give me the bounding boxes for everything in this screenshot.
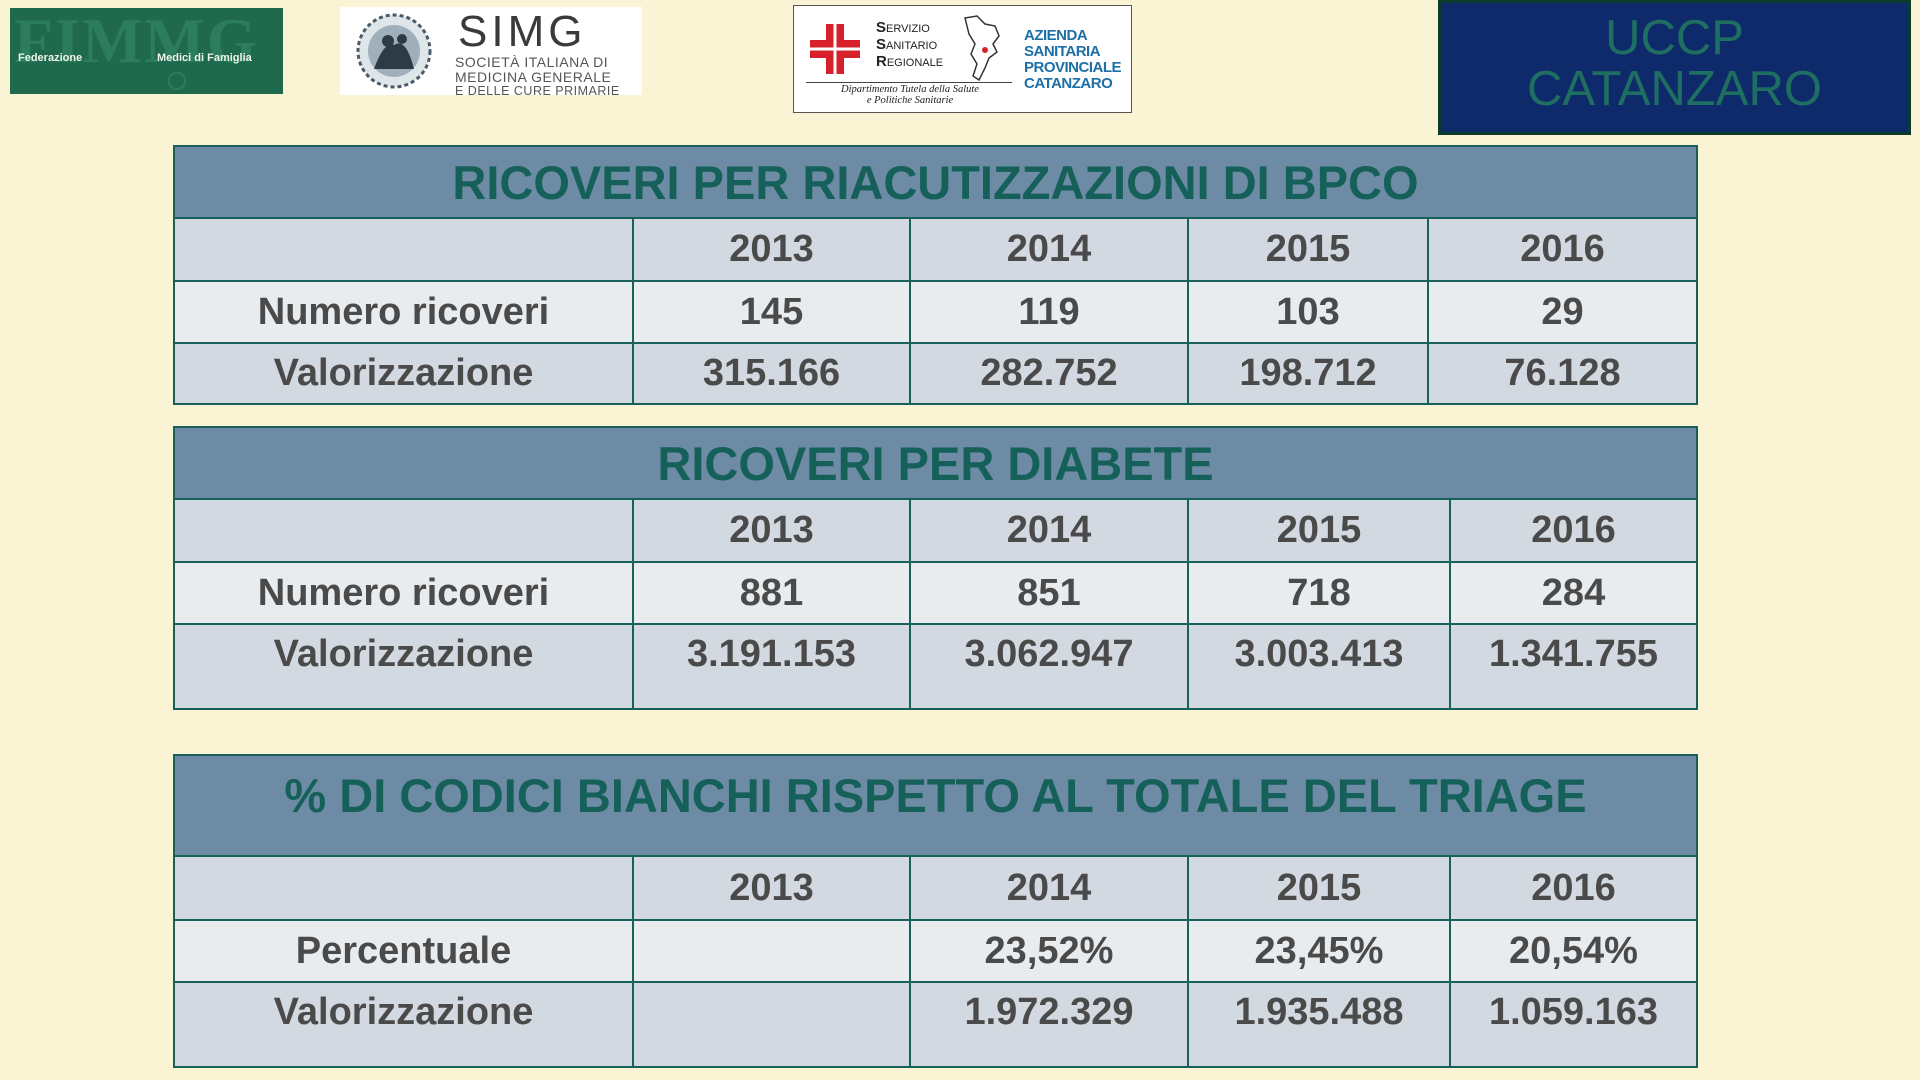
row-label: Valorizzazione <box>273 352 534 394</box>
header-year: 2013 <box>632 219 909 280</box>
fimmg-seal-icon <box>168 72 186 90</box>
uccp-catanzaro-badge: UCCP CATANZARO <box>1438 0 1911 135</box>
header-year: 2016 <box>1449 857 1696 919</box>
table-cell: 1.972.329 <box>909 983 1187 1066</box>
table-title: % DI CODICI BIANCHI RISPETTO AL TOTALE D… <box>175 756 1696 857</box>
table-row: Numero ricoveri 881 851 718 284 <box>175 561 1696 623</box>
asp-catanzaro-logo: SERVIZIO SANITARIO REGIONALE AZIENDA SAN… <box>793 5 1132 113</box>
table-header-row: 2013 2014 2015 2016 <box>175 500 1696 561</box>
table-cell: 103 <box>1187 282 1427 342</box>
red-cross-icon <box>810 24 860 74</box>
uccp-line2: CATANZARO <box>1527 62 1822 116</box>
simg-subtitle-line3: E DELLE CURE PRIMARIE <box>455 84 620 98</box>
header-empty-cell <box>175 500 632 561</box>
calabria-map-icon <box>964 15 1000 82</box>
row-label: Numero ricoveri <box>257 290 550 333</box>
table-cell: 1.341.755 <box>1449 625 1696 708</box>
table-cell <box>632 983 909 1066</box>
table-header-row: 2013 2014 2015 2016 <box>175 857 1696 919</box>
header-year: 2015 <box>1187 500 1449 561</box>
uccp-line1: UCCP <box>1605 11 1744 65</box>
table-title: RICOVERI PER RIACUTIZZAZIONI DI BPCO <box>175 147 1696 219</box>
header-year: 2014 <box>909 857 1187 919</box>
table-cell: 76.128 <box>1427 344 1696 403</box>
table-cell: 1.935.488 <box>1187 983 1449 1066</box>
header-year: 2015 <box>1187 219 1427 280</box>
header-year: 2014 <box>909 219 1187 280</box>
table-row: Valorizzazione 3.191.153 3.062.947 3.003… <box>175 623 1696 708</box>
header-year: 2014 <box>909 500 1187 561</box>
table-cell: 718 <box>1187 563 1449 623</box>
asp-dipartimento: Dipartimento Tutela della Salute e Polit… <box>841 84 979 106</box>
table-bpco: RICOVERI PER RIACUTIZZAZIONI DI BPCO 201… <box>173 145 1698 405</box>
table-cell: 851 <box>909 563 1187 623</box>
row-label: Percentuale <box>295 929 512 972</box>
fimmg-logo-letters: FIMMG <box>14 8 259 76</box>
table-cell: 23,52% <box>909 921 1187 981</box>
header-year: 2013 <box>632 857 909 919</box>
header-empty-cell <box>175 857 632 919</box>
table-cell: 282.752 <box>909 344 1187 403</box>
table-cell: 3.003.413 <box>1187 625 1449 708</box>
table-cell: 284 <box>1449 563 1696 623</box>
table-row: Valorizzazione 1.972.329 1.935.488 1.059… <box>175 981 1696 1066</box>
table-row: Numero ricoveri 145 119 103 29 <box>175 280 1696 342</box>
table-cell: 3.062.947 <box>909 625 1187 708</box>
ssr-label: SERVIZIO SANITARIO REGIONALE <box>876 19 944 70</box>
table-row: Valorizzazione 315.166 282.752 198.712 7… <box>175 342 1696 403</box>
simg-subtitle-line1: SOCIETÀ ITALIANA DI <box>455 54 609 70</box>
simg-subtitle-line2: MEDICINA GENERALE <box>455 69 612 85</box>
table-title: RICOVERI PER DIABETE <box>175 428 1696 500</box>
fimmg-logo-medici: Medici di Famiglia <box>157 52 252 64</box>
table-cell: 198.712 <box>1187 344 1427 403</box>
simg-logo: SIMG SOCIETÀ ITALIANA DI MEDICINA GENERA… <box>340 7 642 98</box>
fimmg-logo: FIMMG Federazione Medici di Famiglia <box>10 8 283 94</box>
table-row: Percentuale 23,52% 23,45% 20,54% <box>175 919 1696 981</box>
header-year: 2015 <box>1187 857 1449 919</box>
table-cell: 881 <box>632 563 909 623</box>
table-header-row: 2013 2014 2015 2016 <box>175 219 1696 280</box>
table-cell: 1.059.163 <box>1449 983 1696 1066</box>
table-cell <box>632 921 909 981</box>
table-cell: 119 <box>909 282 1187 342</box>
row-label: Valorizzazione <box>273 991 534 1033</box>
table-codici-bianchi: % DI CODICI BIANCHI RISPETTO AL TOTALE D… <box>173 754 1698 1068</box>
simg-emblem-icon <box>356 13 432 89</box>
row-label: Valorizzazione <box>273 633 534 675</box>
table-cell: 29 <box>1427 282 1696 342</box>
table-cell: 3.191.153 <box>632 625 909 708</box>
row-label: Numero ricoveri <box>257 571 550 614</box>
simg-title: SIMG <box>458 7 587 56</box>
asp-divider <box>806 82 1012 83</box>
asp-azienda-name: AZIENDA SANITARIA PROVINCIALE CATANZARO <box>1024 27 1122 92</box>
table-cell: 145 <box>632 282 909 342</box>
header-year: 2013 <box>632 500 909 561</box>
header-empty-cell <box>175 219 632 280</box>
fimmg-logo-federazione: Federazione <box>18 52 83 64</box>
table-diabete: RICOVERI PER DIABETE 2013 2014 2015 2016… <box>173 426 1698 710</box>
table-cell: 315.166 <box>632 344 909 403</box>
table-cell: 23,45% <box>1187 921 1449 981</box>
table-cell: 20,54% <box>1449 921 1696 981</box>
header-year: 2016 <box>1449 500 1696 561</box>
header-year: 2016 <box>1427 219 1696 280</box>
